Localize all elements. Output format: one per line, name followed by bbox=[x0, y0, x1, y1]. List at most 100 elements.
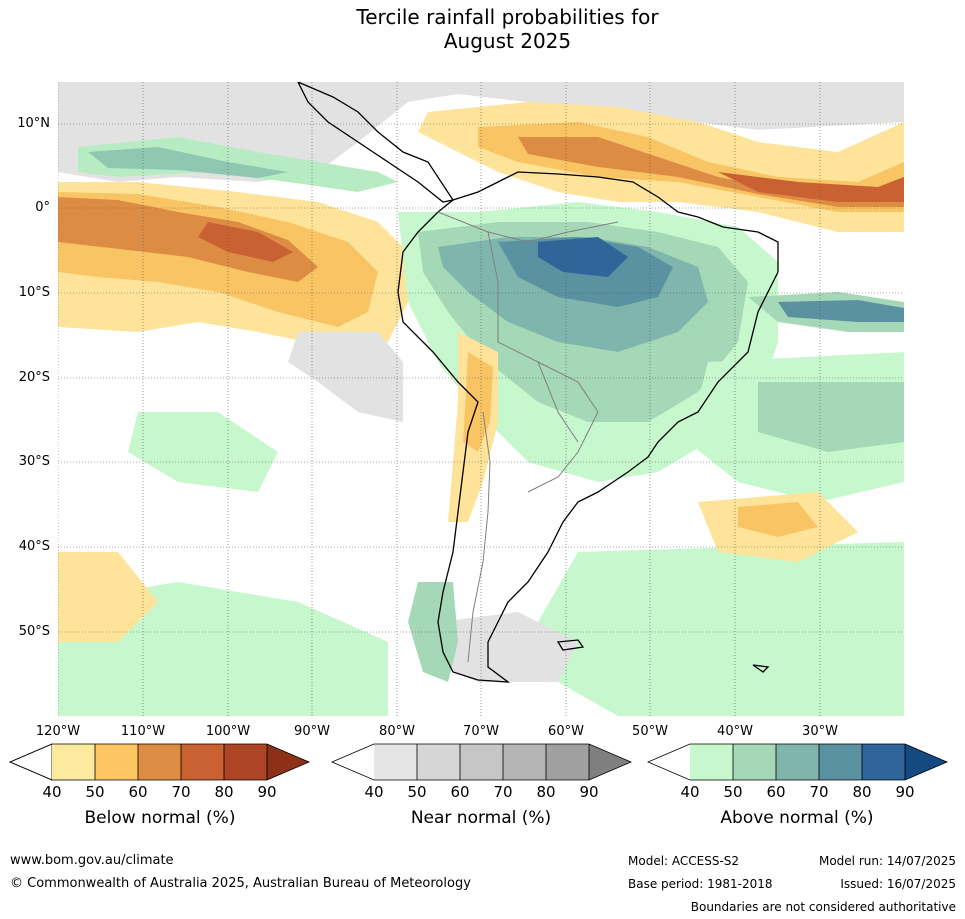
footer-copyright: © Commonwealth of Australia 2025, Austra… bbox=[10, 876, 471, 891]
colorbar-below-tick: 40 bbox=[42, 783, 62, 801]
footer-model-run: Model run: 14/07/2025 bbox=[818, 854, 956, 868]
above-normal-region-central-america-core bbox=[88, 147, 288, 178]
colorbar-near-tick: 60 bbox=[450, 783, 470, 801]
colorbar-below-segment-2 bbox=[95, 744, 138, 780]
below-normal-region-caribbean-strong bbox=[518, 137, 904, 207]
coastlines bbox=[297, 82, 779, 683]
colorbar-near-tick: 90 bbox=[579, 783, 599, 801]
colorbar-near-tick: 70 bbox=[493, 783, 513, 801]
border-brazil-west bbox=[487, 231, 599, 413]
lat-label-20s: 20°S bbox=[18, 370, 50, 385]
below-normal-region-tropical-pacific-strong bbox=[58, 197, 318, 282]
above-normal-region-south-atlantic-streak-core bbox=[778, 300, 904, 322]
lat-label-10n: 10°N bbox=[17, 116, 50, 131]
colorbar-below-tick: 80 bbox=[214, 783, 234, 801]
colorbar-above-segment-1 bbox=[690, 744, 733, 780]
colorbar-above-segment-4 bbox=[819, 744, 862, 780]
colorbar-near-tick: 50 bbox=[407, 783, 427, 801]
above-normal-region-south-atlantic-mid-core bbox=[758, 382, 904, 452]
above-normal-region-south-atlantic-south bbox=[538, 542, 904, 716]
gridlines bbox=[58, 82, 904, 716]
lon-label-70w: 70°W bbox=[463, 724, 499, 739]
colorbar-near-segment-0 bbox=[332, 744, 374, 780]
lon-label-30w: 30°W bbox=[802, 724, 838, 739]
colorbar-below-tick: 70 bbox=[171, 783, 191, 801]
colorbar-above-tick: 60 bbox=[766, 783, 786, 801]
colorbar-below-tick: 90 bbox=[257, 783, 277, 801]
colorbar-near-segment-5 bbox=[546, 744, 589, 780]
colorbar-above-label: Above normal (%) bbox=[720, 808, 874, 828]
lon-label-110w: 110°W bbox=[120, 724, 166, 739]
colorbar-above-tick: 90 bbox=[895, 783, 915, 801]
colorbar-above-tick: 50 bbox=[723, 783, 743, 801]
colorbar-near-normal bbox=[330, 743, 633, 781]
border-chile-argentina bbox=[467, 411, 491, 663]
colorbar-below-segment-6 bbox=[267, 744, 309, 780]
south-america-coastline bbox=[397, 171, 779, 683]
rainfall-probability-map bbox=[58, 82, 904, 716]
lat-label-50s: 50°S bbox=[18, 624, 50, 639]
footer-issued: Issued: 16/07/2025 bbox=[840, 877, 956, 891]
colorbar-above-segment-2 bbox=[733, 744, 776, 780]
colorbar-above-tick: 70 bbox=[809, 783, 829, 801]
colorbar-below-tick: 50 bbox=[85, 783, 105, 801]
colorbar-below-segment-1 bbox=[52, 744, 95, 780]
central-america-coastline bbox=[297, 82, 455, 203]
south-georgia-coastline bbox=[752, 664, 770, 673]
lon-label-50w: 50°W bbox=[632, 724, 668, 739]
footer-website: www.bom.gov.au/climate bbox=[10, 853, 174, 868]
footer-base-period: Base period: 1981-2018 bbox=[628, 877, 773, 891]
colorbar-near-tick: 40 bbox=[364, 783, 384, 801]
colorbar-above-tick: 80 bbox=[852, 783, 872, 801]
border-brazil-south bbox=[527, 411, 599, 493]
lon-label-100w: 100°W bbox=[205, 724, 251, 739]
colorbar-below-segment-3 bbox=[138, 744, 181, 780]
lat-label-30s: 30°S bbox=[18, 454, 50, 469]
colorbar-above-segment-3 bbox=[776, 744, 819, 780]
national-borders bbox=[437, 211, 619, 663]
footer-model: Model: ACCESS-S2 bbox=[628, 854, 740, 868]
above-normal-region-amazon-peak bbox=[538, 237, 628, 277]
map-title-line2: August 2025 bbox=[443, 29, 572, 53]
border-andean bbox=[437, 211, 619, 243]
forecast-shading-layer bbox=[58, 82, 904, 716]
colorbar-above-segment-5 bbox=[862, 744, 905, 780]
falklands-coastline bbox=[556, 639, 585, 651]
lat-label-40s: 40°S bbox=[18, 539, 50, 554]
colorbar-below-label: Below normal (%) bbox=[84, 808, 236, 828]
border-paraguay bbox=[537, 361, 579, 443]
colorbar-above-segment-6 bbox=[905, 744, 947, 780]
lat-label-0: 0° bbox=[35, 200, 50, 215]
lon-label-40w: 40°W bbox=[717, 724, 753, 739]
lon-label-90w: 90°W bbox=[294, 724, 330, 739]
colorbar-above-normal bbox=[646, 743, 949, 781]
above-normal-patch-sw-pacific bbox=[128, 412, 278, 492]
lon-label-80w: 80°W bbox=[379, 724, 415, 739]
colorbar-near-segment-1 bbox=[374, 744, 417, 780]
colorbar-near-segment-6 bbox=[589, 744, 631, 780]
map-canvas bbox=[58, 82, 904, 716]
below-normal-region-atlantic-peak bbox=[718, 172, 904, 202]
below-normal-region-tropical-pacific-peak bbox=[198, 222, 293, 262]
colorbar-above-segment-0 bbox=[648, 744, 690, 780]
near-normal-region-east-pacific bbox=[288, 332, 403, 422]
colorbar-near-label: Near normal (%) bbox=[410, 808, 552, 828]
map-title-line1: Tercile rainfall probabilities for bbox=[356, 5, 659, 29]
colorbar-below-segment-5 bbox=[224, 744, 267, 780]
below-normal-patch-sw-pacific bbox=[58, 552, 158, 642]
colorbar-below-segment-4 bbox=[181, 744, 224, 780]
lon-label-60w: 60°W bbox=[548, 724, 584, 739]
colorbar-near-segment-2 bbox=[417, 744, 460, 780]
colorbar-below-normal bbox=[8, 743, 311, 781]
footer-disclaimer: Boundaries are not considered authoritat… bbox=[690, 900, 956, 914]
lat-label-10s: 10°S bbox=[18, 285, 50, 300]
near-normal-patch-patagonia bbox=[428, 612, 578, 682]
lon-label-120w: 120°W bbox=[35, 724, 81, 739]
colorbar-near-segment-4 bbox=[503, 744, 546, 780]
below-normal-patch-south-atlantic-core bbox=[738, 502, 818, 537]
colorbar-below-tick: 60 bbox=[128, 783, 148, 801]
colorbar-above-tick: 40 bbox=[680, 783, 700, 801]
colorbar-near-tick: 80 bbox=[536, 783, 556, 801]
colorbar-below-segment-0 bbox=[8, 743, 53, 781]
colorbar-near-segment-3 bbox=[460, 744, 503, 780]
